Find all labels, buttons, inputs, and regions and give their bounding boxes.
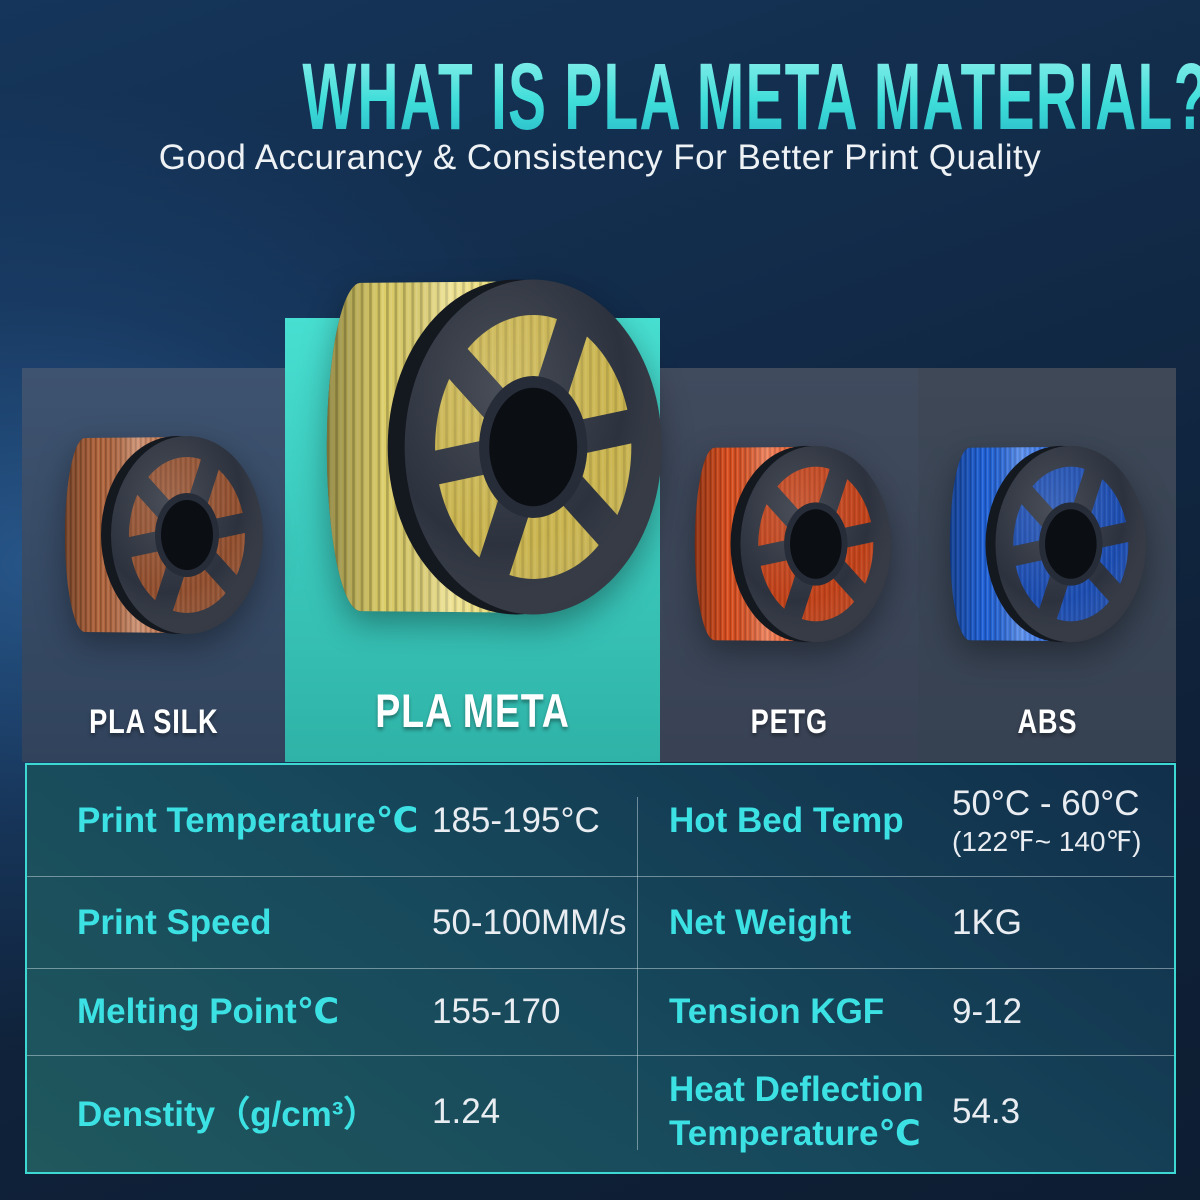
tension-value: 9-12 bbox=[952, 992, 1023, 1031]
table-row-1: Print Temperature℃ 185-195°C Hot Bed Tem… bbox=[27, 765, 1174, 876]
spool-image-abs bbox=[949, 445, 1147, 643]
cell-density: Denstity（g/cm³） 1.24 bbox=[27, 1056, 639, 1167]
table-row-3: Melting Point℃ 155-170 Tension KGF 9-12 bbox=[27, 968, 1174, 1055]
table-row-4: Denstity（g/cm³） 1.24 Heat Deflection Tem… bbox=[27, 1055, 1174, 1167]
table-row-2: Print Speed 50-100MM/s Net Weight 1KG bbox=[27, 876, 1174, 968]
page-subtitle: Good Accurancy & Consistency For Better … bbox=[158, 138, 1042, 177]
net-weight-label: Net Weight bbox=[669, 902, 852, 942]
label-pla-silk: PLA SILK bbox=[88, 703, 219, 741]
spool-image-petg bbox=[694, 445, 892, 643]
print-temperature-value: 185-195°C bbox=[432, 800, 600, 840]
density-label: Denstity（g/cm³） bbox=[77, 1095, 379, 1134]
melting-point-value: 155-170 bbox=[432, 992, 561, 1031]
net-weight-value: 1KG bbox=[952, 902, 1023, 942]
print-speed-value: 50-100MM/s bbox=[432, 902, 627, 942]
table-vertical-divider bbox=[637, 797, 638, 1150]
heat-deflection-value: 54.3 bbox=[952, 1091, 1021, 1131]
label-abs: ABS bbox=[1017, 703, 1077, 741]
cell-hot-bed-temp: Hot Bed Temp 50°C - 60°C (122℉~ 140℉) bbox=[639, 765, 1174, 876]
melting-point-label: Melting Point℃ bbox=[77, 992, 340, 1031]
page-title: WHAT IS PLA META MATERIAL? bbox=[0, 50, 1200, 145]
tension-label: Tension KGF bbox=[669, 992, 885, 1031]
cell-melting-point: Melting Point℃ 155-170 bbox=[27, 969, 639, 1055]
page-title-text: WHAT IS PLA META MATERIAL? bbox=[302, 50, 1200, 145]
print-temperature-label: Print Temperature℃ bbox=[77, 800, 419, 840]
hot-bed-temp-label: Hot Bed Temp bbox=[669, 800, 904, 840]
cell-print-temperature: Print Temperature℃ 185-195°C bbox=[27, 765, 639, 876]
heat-deflection-label: Heat Deflection Temperature℃ bbox=[669, 1069, 924, 1153]
cell-heat-deflection: Heat Deflection Temperature℃ 54.3 bbox=[639, 1056, 1174, 1167]
cell-tension: Tension KGF 9-12 bbox=[639, 969, 1174, 1055]
label-pla-meta: PLA META bbox=[375, 684, 570, 737]
spec-table: Print Temperature℃ 185-195°C Hot Bed Tem… bbox=[25, 763, 1176, 1174]
density-value: 1.24 bbox=[432, 1091, 501, 1131]
cell-print-speed: Print Speed 50-100MM/s bbox=[27, 877, 639, 968]
spool-image-pla-meta bbox=[326, 279, 662, 615]
print-speed-label: Print Speed bbox=[77, 902, 272, 942]
hot-bed-temp-value: 50°C - 60°C (122℉~ 140℉) bbox=[952, 783, 1142, 857]
label-petg: PETG bbox=[750, 703, 828, 741]
cell-net-weight: Net Weight 1KG bbox=[639, 877, 1174, 968]
spool-image-pla-silk bbox=[65, 436, 263, 634]
